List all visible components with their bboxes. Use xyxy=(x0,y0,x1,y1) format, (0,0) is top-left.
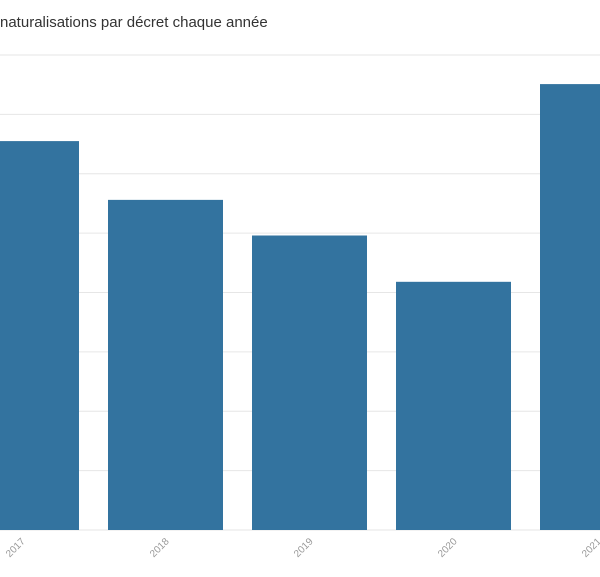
x-tick-label: 2021 xyxy=(580,536,600,560)
bar xyxy=(396,281,511,530)
bar xyxy=(540,84,600,530)
x-tick-label: 2020 xyxy=(436,536,460,560)
bar xyxy=(0,141,79,530)
chart-title: naturalisations par décret chaque année xyxy=(0,14,268,31)
bar xyxy=(108,199,223,530)
x-tick-label: 2017 xyxy=(4,536,28,560)
x-tick-label: 2019 xyxy=(292,536,316,560)
bar xyxy=(252,235,367,530)
x-tick-label: 2018 xyxy=(148,536,172,560)
